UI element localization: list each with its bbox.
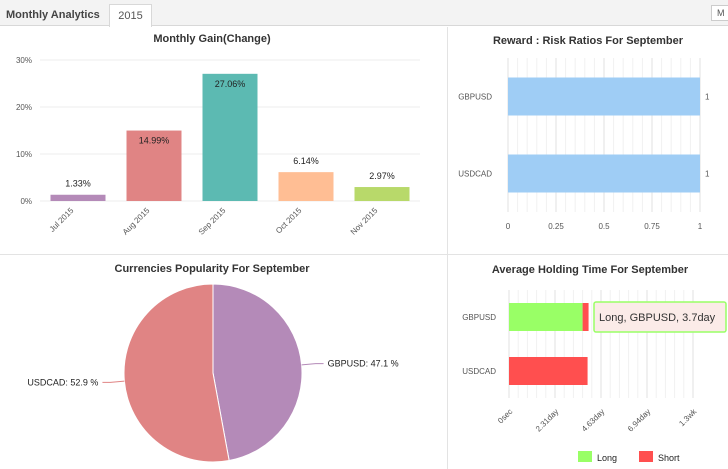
y-tick-label: GBPUSD (462, 313, 496, 322)
tooltip: Long, GBPUSD, 3.7day (593, 301, 727, 333)
tooltip-text: Long, GBPUSD, 3.7day (599, 312, 716, 324)
y-tick-label: GBPUSD (458, 93, 492, 102)
tooltip-box (593, 301, 727, 333)
bar (509, 303, 583, 331)
page-title: Monthly Analytics (6, 9, 100, 21)
legend: Long Short (578, 451, 680, 463)
chart-title: Currencies Popularity For September (115, 263, 311, 275)
bar (508, 77, 700, 116)
chart-title: Average Holding Time For September (492, 264, 689, 276)
tab-2015[interactable]: 2015 (109, 4, 152, 27)
bar (50, 194, 106, 201)
pie-leader-line (102, 380, 125, 383)
y-tick-label: USDCAD (458, 170, 492, 179)
monthly-gain-chart: Monthly Gain(Change) 0% 10% 20% 30% 1.33% Jul… (16, 33, 420, 237)
x-tick-label: 1.3wk (677, 406, 699, 428)
x-tick-label: 2.31day (534, 407, 560, 433)
data-label: 6.14% (293, 156, 319, 166)
x-tick-label: Nov 2015 (349, 206, 380, 237)
bar (508, 154, 700, 193)
x-tick-label: 0.75 (644, 222, 660, 231)
y-tick-label: 30% (16, 56, 32, 65)
y-tick-label: USDCAD (462, 367, 496, 376)
panel-divider-horizontal (0, 254, 728, 255)
x-tick-label: 0.25 (548, 222, 564, 231)
pie-slice (123, 283, 230, 463)
y-tick-label: 20% (16, 103, 32, 112)
panel-divider-vertical (447, 27, 448, 469)
x-tick-label: Jul 2015 (48, 206, 76, 234)
data-label: 2.97% (369, 171, 395, 181)
x-tick-label: 0 (506, 222, 511, 231)
bar (509, 357, 588, 385)
bar (582, 303, 589, 331)
y-tick-label: 10% (16, 150, 32, 159)
pie-slice (212, 283, 303, 462)
bar (278, 172, 334, 201)
pie-leader-line (301, 363, 324, 366)
x-tick-label: 0sec (496, 407, 514, 425)
chart-title: Monthly Gain(Change) (153, 33, 271, 45)
data-label: 14.99% (139, 136, 170, 146)
pie-label: USDCAD: 52.9 % (27, 377, 98, 387)
bar (126, 130, 182, 201)
data-label: 1 (705, 170, 710, 179)
x-tick-label: 0.5 (598, 222, 610, 231)
x-tick-label: Sep 2015 (197, 206, 228, 237)
x-tick-label: Aug 2015 (121, 206, 152, 237)
pie-label: GBPUSD: 47.1 % (328, 359, 399, 369)
currencies-popularity-chart: Currencies Popularity For September GBPU… (27, 263, 399, 463)
tab-bar: Monthly Analytics 2015 M (0, 0, 728, 27)
data-label: 27.06% (215, 79, 246, 89)
reward-risk-chart: Reward : Risk Ratios For September 0 0.25… (458, 35, 710, 231)
x-tick-label: Oct 2015 (274, 206, 304, 236)
legend-swatch (578, 451, 592, 462)
chart-title: Reward : Risk Ratios For September (493, 35, 684, 47)
menu-button[interactable]: M (711, 5, 728, 21)
x-tick-label: 6.94day (626, 407, 652, 433)
x-tick-label: 4.63day (580, 407, 606, 433)
data-label: 1.33% (65, 179, 91, 189)
holding-time-chart: Average Holding Time For September 0sec 2… (462, 264, 727, 463)
legend-label: Short (658, 453, 680, 463)
x-tick-label: 1 (698, 222, 703, 231)
legend-swatch (639, 451, 653, 462)
y-tick-label: 0% (20, 197, 32, 206)
bar (202, 73, 258, 201)
legend-label: Long (597, 453, 617, 463)
data-label: 1 (705, 93, 710, 102)
bar (354, 187, 410, 201)
